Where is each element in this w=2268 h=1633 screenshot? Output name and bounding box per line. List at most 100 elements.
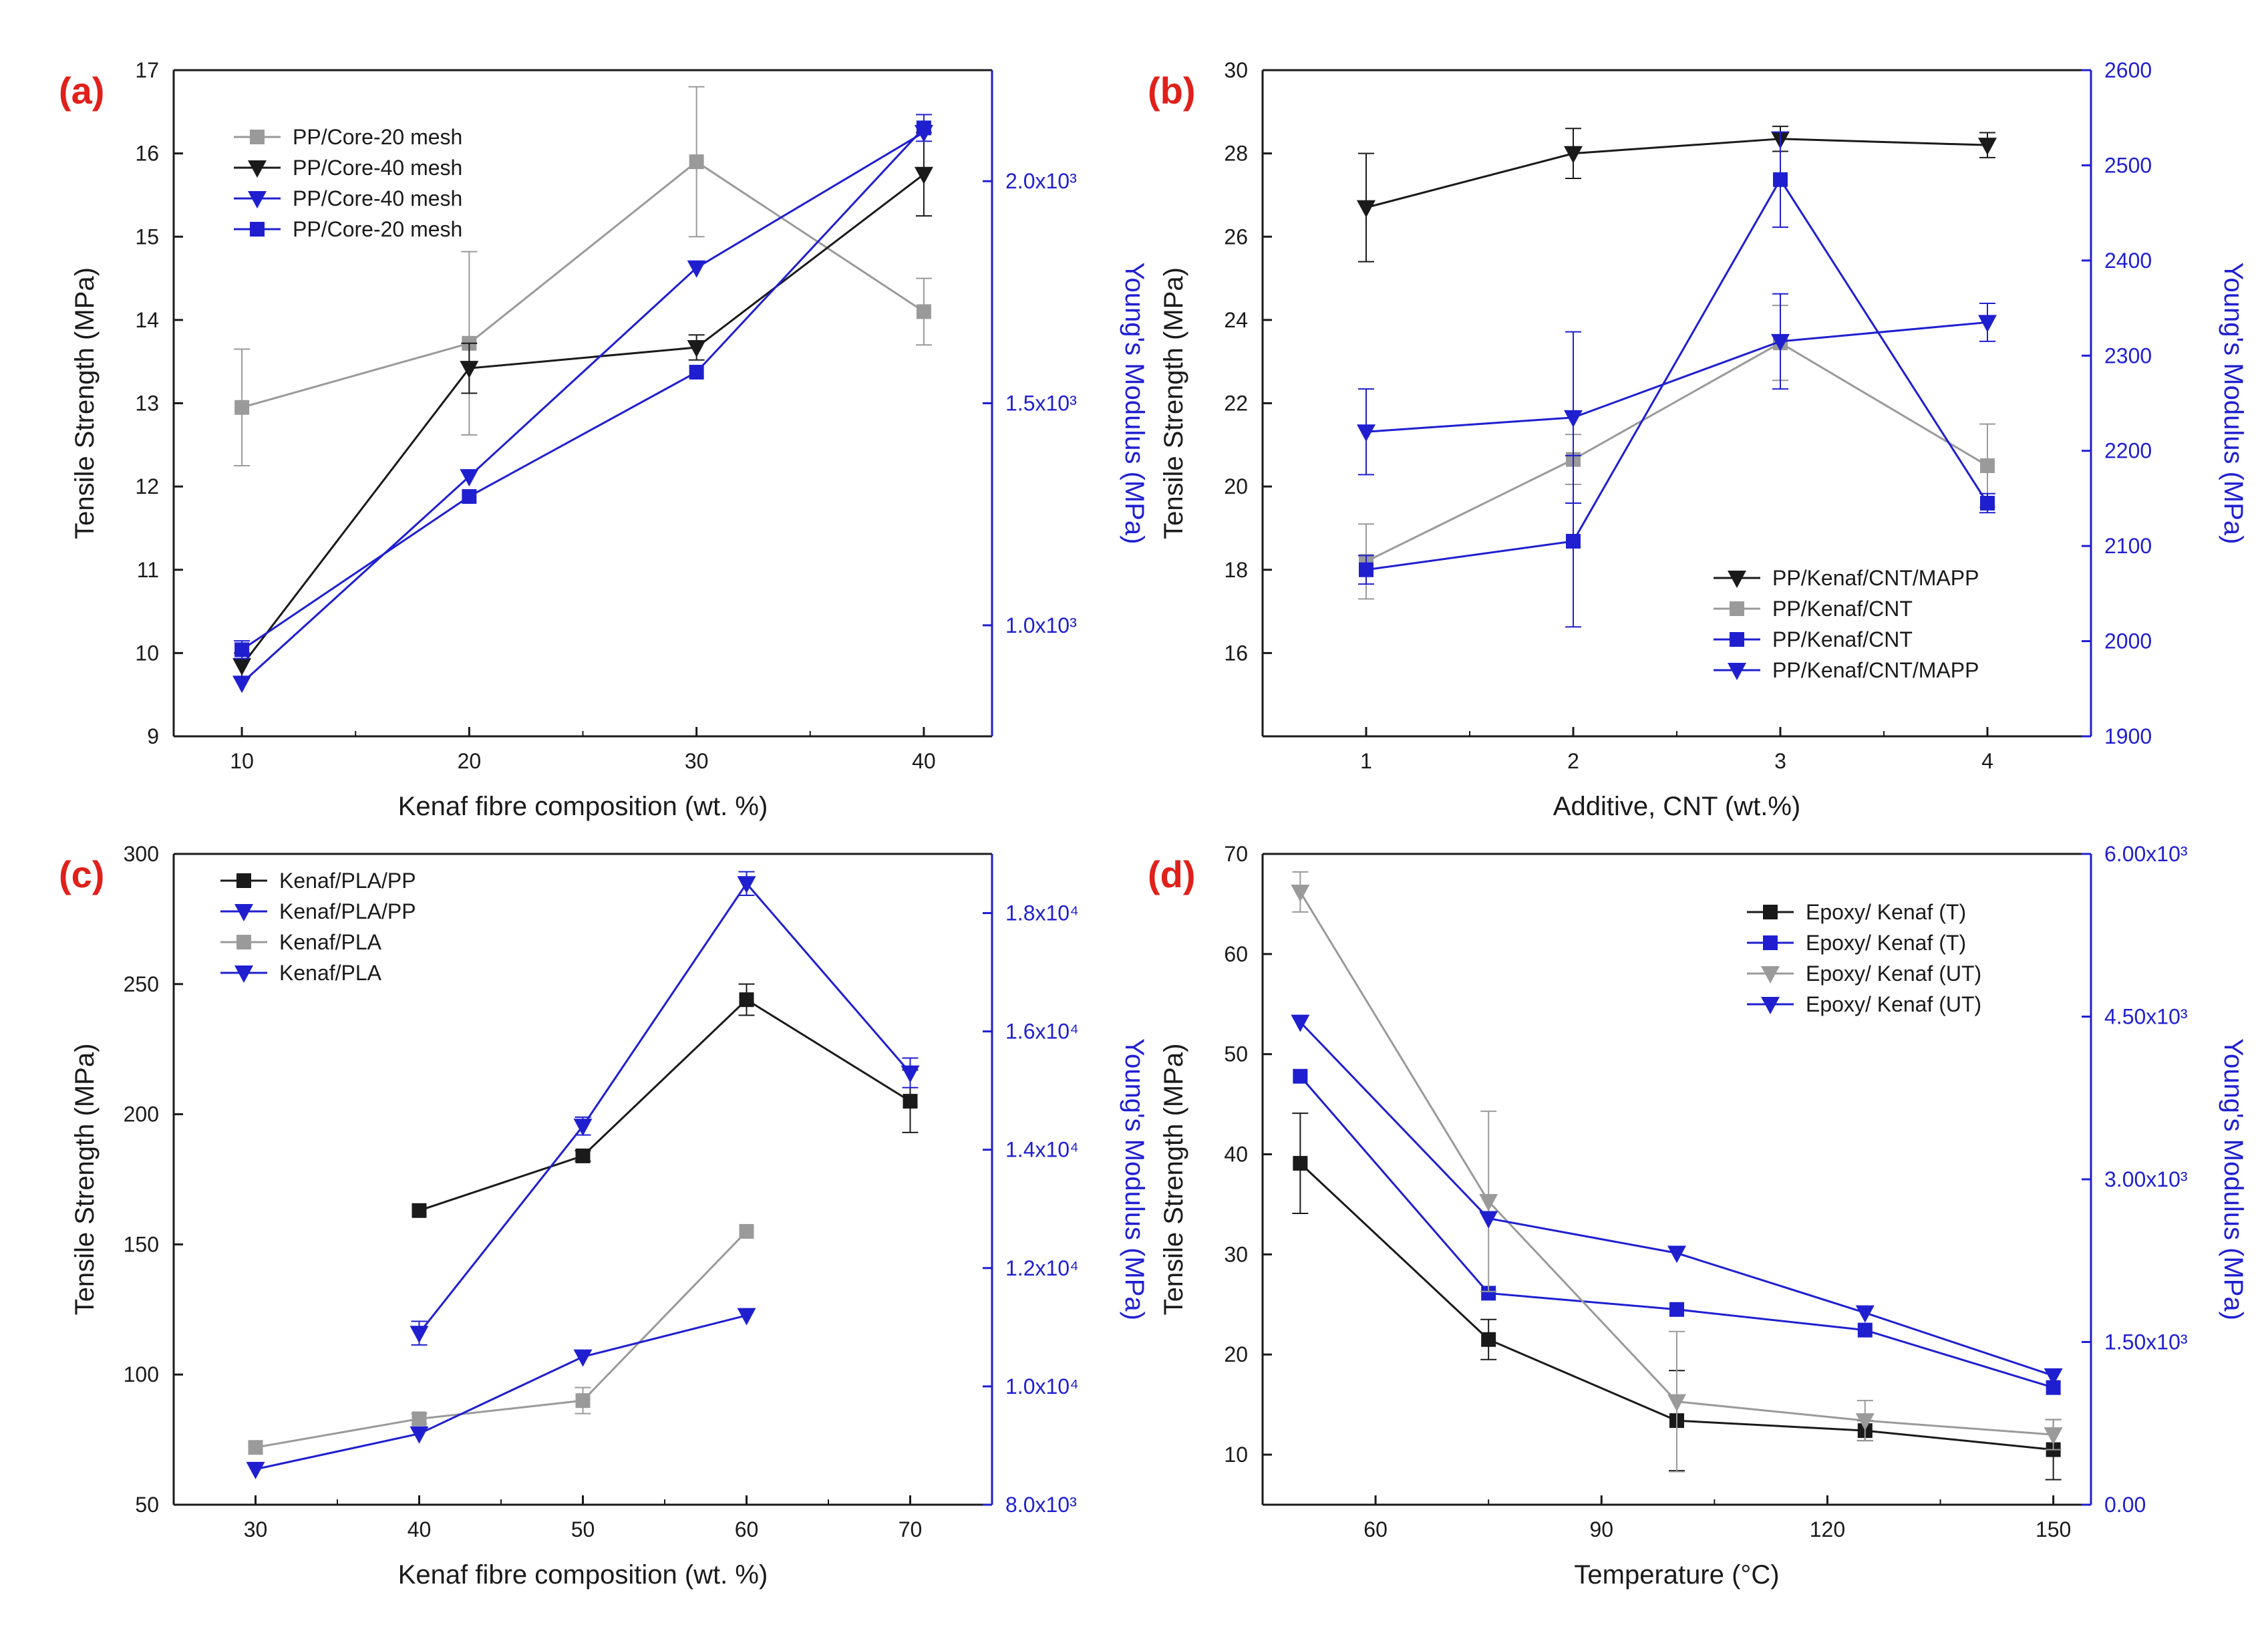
legend-label: Kenaf/PLA — [279, 930, 382, 954]
y-tick-label: 26 — [1224, 225, 1248, 249]
data-point — [2044, 1368, 2063, 1386]
data-point — [1564, 146, 1583, 164]
y-tick-label: 16 — [135, 142, 159, 166]
y-axis-title: Tensile Strength (MPa) — [70, 267, 100, 539]
y-right-tick-label: 2400 — [2104, 249, 2152, 273]
series-3 — [1357, 293, 1997, 504]
y-right-tick-label: 1.6x10⁴ — [1005, 1020, 1079, 1044]
legend: Kenaf/PLA/PP Kenaf/PLA/PP Kenaf/PLA Kenaf/P… — [220, 869, 416, 985]
y-tick-label: 40 — [1224, 1143, 1248, 1167]
data-point — [1481, 1332, 1496, 1347]
legend-label: Epoxy/ Kenaf (UT) — [1806, 961, 1981, 986]
y-tick-label: 30 — [1224, 58, 1248, 82]
data-point — [1773, 172, 1788, 187]
series-line — [1365, 321, 1988, 433]
panel-label: (a) — [59, 69, 104, 112]
legend-label: Kenaf/PLA — [279, 961, 382, 985]
data-point — [1980, 458, 1995, 473]
legend-marker — [248, 160, 267, 178]
y-tick-label: 100 — [124, 1362, 159, 1386]
y-right-tick-label: 2.0x10³ — [1005, 169, 1077, 193]
data-point — [916, 304, 931, 319]
y-right-tick-label: 8.0x10³ — [1005, 1493, 1077, 1517]
y-tick-label: 13 — [135, 392, 159, 416]
legend-label: Kenaf/PLA/PP — [279, 899, 416, 923]
y-tick-label: 9 — [147, 724, 159, 748]
x-tick-label: 150 — [2036, 1517, 2071, 1541]
legend-marker — [1730, 632, 1744, 647]
legend-label: PP/Core-20 mesh — [293, 217, 462, 241]
y-tick-label: 28 — [1224, 142, 1248, 166]
data-point — [1566, 534, 1581, 549]
x-tick-label: 1 — [1360, 749, 1372, 773]
series-3 — [1291, 1014, 2063, 1386]
series-line — [419, 998, 911, 1212]
data-point — [1857, 1322, 1873, 1338]
x-tick-label: 2 — [1567, 749, 1579, 773]
y-tick-label: 50 — [135, 1493, 159, 1517]
y-axis-title: Tensile Strength (MPa) — [70, 1044, 100, 1316]
x-tick-label: 3 — [1774, 749, 1786, 773]
data-point — [689, 364, 704, 380]
x-tick-label: 40 — [912, 749, 936, 773]
y-tick-label: 30 — [1224, 1242, 1248, 1266]
y-tick-label: 10 — [135, 641, 159, 665]
chart-panel-c: 30 40 50 60 70 50 100 150 200 250 300 8.0x10³ 1.0x10… — [59, 842, 1149, 1590]
data-point — [1359, 562, 1373, 577]
y-tick-label: 70 — [1224, 842, 1248, 866]
x-tick-label: 90 — [1589, 1517, 1613, 1541]
series-line — [1299, 1021, 2054, 1377]
legend-label: Epoxy/ Kenaf (T) — [1806, 900, 1966, 924]
series-2 — [1291, 871, 2063, 1473]
legend: PP/Kenaf/CNT/MAPP PP/Kenaf/CNT PP/Kenaf/CN… — [1714, 566, 1979, 682]
data-point — [1481, 1286, 1496, 1301]
data-point — [412, 1203, 427, 1218]
legend-label: Epoxy/ Kenaf (UT) — [1806, 992, 1981, 1016]
y-axis-title: Tensile Strength (MPa) — [1159, 267, 1188, 539]
legend-marker — [250, 222, 265, 237]
data-point — [1855, 1413, 1875, 1431]
legend-label: PP/Kenaf/CNT/MAPP — [1772, 658, 1979, 682]
x-tick-label: 40 — [408, 1517, 432, 1541]
data-point — [1479, 1211, 1498, 1229]
data-point — [1479, 1193, 1498, 1211]
chart-panel-a: 10 20 30 40 9 10 11 12 13 14 15 16 17 1.0x10³ 1.5x10³ 2… — [59, 58, 1149, 821]
data-point — [1667, 1394, 1686, 1412]
legend: Epoxy/ Kenaf (T) Epoxy/ Kenaf (T) Epoxy/ K… — [1747, 900, 1981, 1016]
y-right-tick-label: 1.0x10⁴ — [1005, 1374, 1079, 1398]
data-point — [737, 1308, 756, 1326]
legend-label: PP/Core-40 mesh — [293, 156, 462, 180]
data-point — [737, 876, 756, 894]
legend-label: Kenaf/PLA/PP — [279, 869, 416, 893]
y-tick-label: 60 — [1224, 942, 1248, 966]
panel-label: (c) — [59, 853, 104, 895]
data-point — [1667, 1245, 1686, 1264]
x-axis-title: Additive, CNT (wt.%) — [1553, 792, 1800, 821]
y-right-tick-label: 2100 — [2104, 534, 2152, 558]
x-tick-label: 120 — [1810, 1517, 1845, 1541]
y-tick-label: 20 — [1224, 1342, 1248, 1366]
data-point — [1771, 333, 1790, 351]
series-0 — [234, 86, 932, 466]
legend-marker — [1730, 601, 1744, 616]
y-tick-label: 50 — [1224, 1042, 1248, 1066]
y-right-tick-label: 2200 — [2104, 439, 2152, 463]
y-right-tick-label: 3.00x10³ — [2104, 1167, 2188, 1191]
y-right-tick-label: 1.4x10⁴ — [1005, 1138, 1079, 1162]
legend-label: PP/Kenaf/CNT — [1772, 597, 1913, 621]
y-tick-label: 17 — [135, 58, 159, 82]
x-tick-label: 60 — [1363, 1517, 1388, 1541]
x-tick-label: 50 — [571, 1517, 595, 1541]
series-2 — [248, 1223, 754, 1455]
y-tick-label: 20 — [1224, 474, 1248, 498]
data-point — [1564, 410, 1583, 428]
legend-marker — [248, 191, 267, 208]
legend-marker — [1761, 997, 1780, 1014]
series-line — [255, 1314, 747, 1471]
data-point — [687, 340, 706, 358]
series-line — [418, 881, 911, 1334]
data-point — [410, 1326, 429, 1344]
y-right-tick-label: 1.0x10³ — [1005, 613, 1077, 637]
legend-marker — [1763, 935, 1778, 950]
